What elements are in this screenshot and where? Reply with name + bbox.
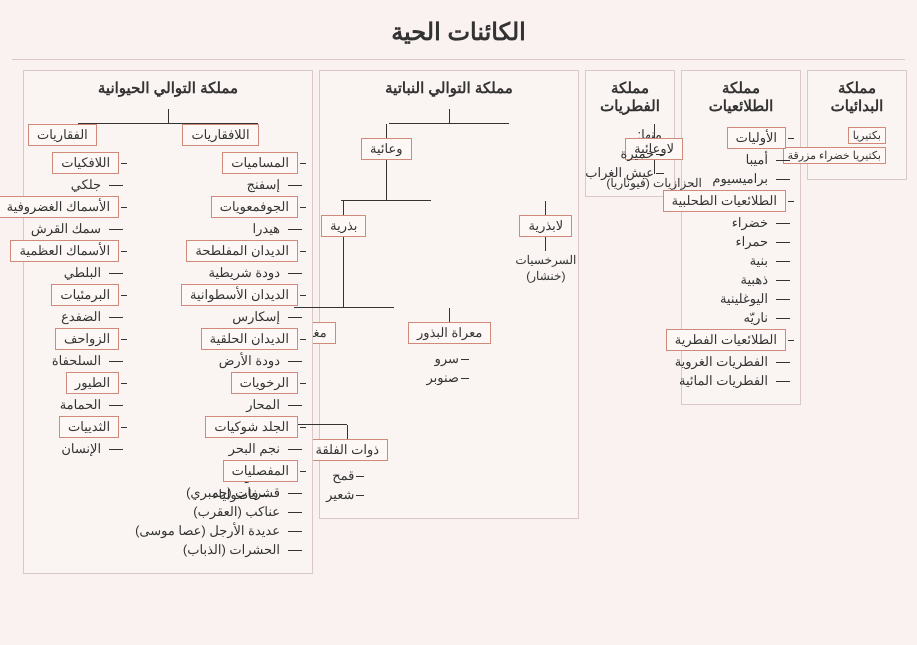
animal-group: الديدان الحلقية دودة الأرض (135, 328, 306, 369)
item-mushroom: عيش الغراب (585, 165, 654, 181)
item: ناريّه (744, 310, 768, 326)
group-title: البرمئيات (51, 284, 119, 306)
item: حمراء (736, 234, 768, 250)
kingdom-animalia: مملكة التوالي الحيوانية اللافقاريات المس… (23, 70, 313, 574)
kingdom-plantae: مملكة التوالي النباتية لاوعائية الحزازيا… (319, 70, 579, 519)
group-title: المفصليات (223, 460, 298, 482)
protista-group-algae: الطلائعيات الطحلبية خضراء حمراء بنية ذهب… (688, 190, 794, 326)
animal-group: الرخويات المحار (135, 372, 306, 413)
item: خضراء (732, 215, 768, 231)
item: براميسيوم (712, 171, 768, 187)
gymno-title: معراة البذور (408, 322, 491, 344)
item: الفطريات المائية (679, 373, 768, 389)
animal-group: الأسماك العظمية البلطي (0, 240, 127, 281)
group-title: الأوليات (727, 127, 786, 149)
vertebrates-col: الفقاريات اللافكيات جلكي الأسماك الغضروفية… (0, 124, 127, 561)
group-title: الرخويات (231, 372, 298, 394)
item: جلكي (71, 177, 101, 193)
item: هيدرا (253, 221, 281, 237)
kingdom-prokaryota: مملكة البدائيات بكتيريا بكتيريا خضراء مز… (807, 70, 907, 180)
vascular-title: وعائية (361, 138, 412, 160)
item: عناكب (العقرب) (193, 504, 280, 520)
group-title: الأسماك العظمية (10, 240, 119, 262)
animal-group: الأسماك الغضروفية سمك القرش (0, 196, 127, 237)
group-title: الطلائعيات الطحلبية (663, 190, 786, 212)
item: أميبا (746, 152, 768, 168)
kingdoms-row: مملكة البدائيات بكتيريا بكتيريا خضراء مز… (0, 70, 917, 594)
group-title: الطلائعيات الفطرية (666, 329, 786, 351)
item: البلطي (64, 265, 101, 281)
animal-group: المساميات إسفنج (135, 152, 306, 193)
item: إسفنج (247, 177, 280, 193)
item: الحمامة (60, 397, 101, 413)
group-title: اللافكيات (52, 152, 119, 174)
animal-group: اللافكيات جلكي (0, 152, 127, 193)
item: الضفدع (61, 309, 101, 325)
protista-group-protozoa: الأوليات أميبا براميسيوم (688, 127, 794, 187)
animal-group: الديدان الأسطوانية إسكارس (135, 284, 306, 325)
item-yeast: خميرة (621, 146, 654, 162)
item: قمح (332, 468, 354, 484)
animal-group: البرمئيات الضفدع (0, 284, 127, 325)
kingdom-title: مملكة الفطريات (592, 79, 668, 115)
vertebrates-title: الفقاريات (28, 124, 97, 146)
seedless-example2: (خنشار) (526, 269, 565, 283)
item: الحشرات (الذباب) (183, 542, 280, 558)
kingdom-title: مملكة التوالي الحيوانية (30, 79, 306, 97)
item: قشريات (جمبري) (186, 485, 280, 501)
animal-group: الطيور الحمامة (0, 372, 127, 413)
seed-title: بذرية (321, 215, 366, 237)
plant-tree: لاوعائية الحزازيات (فيوناريا) وعائية لاب… (326, 109, 572, 506)
item: سمك القرش (31, 221, 101, 237)
item: السلحفاة (52, 353, 101, 369)
item: ذهبية (741, 272, 768, 288)
protista-group-fungal: الطلائعيات الفطرية الفطريات الغروية الفط… (688, 329, 794, 389)
item-cyanobacteria: بكتيريا خضراء مزرقة (783, 147, 886, 164)
item: الإنسان (61, 441, 101, 457)
group-title: الديدان المفلطحة (186, 240, 298, 262)
prokaryota-list: بكتيريا بكتيريا خضراء مزرقة (814, 127, 896, 164)
group-title: الجلد شوكيات (205, 416, 298, 438)
item: دودة شريطية (208, 265, 280, 281)
item: بنية (750, 253, 768, 269)
animal-group: الزواحف السلحفاة (0, 328, 127, 369)
item: اليوغلينية (720, 291, 768, 307)
kingdom-title: مملكة التوالي النباتية (326, 79, 572, 97)
group-title: الديدان الأسطوانية (181, 284, 298, 306)
invertebrates-col: اللافقاريات المساميات إسفنج الجوفمعويات هيد… (135, 124, 306, 561)
animal-columns: اللافقاريات المساميات إسفنج الجوفمعويات هيد… (30, 124, 306, 561)
kingdom-protista: مملكة الطلائعيات الأوليات أميبا براميسيو… (681, 70, 801, 405)
item: عديدة الأرجل (عصا موسى) (135, 523, 280, 539)
group-title: الديدان الحلقية (201, 328, 298, 350)
item: شعير (326, 487, 354, 503)
item: صنوبر (426, 370, 458, 386)
group-title: الجوفمعويات (211, 196, 298, 218)
animal-group: المفصليات قشريات (جمبري) عناكب (العقرب) عدي… (135, 460, 306, 558)
seedless-example: السرخسيات (515, 253, 576, 267)
group-title: الأسماك الغضروفية (0, 196, 119, 218)
gymno-title-text: معراة البذور (417, 325, 482, 341)
animal-group: الديدان المفلطحة دودة شريطية (135, 240, 306, 281)
invertebrates-title: اللافقاريات (182, 124, 258, 146)
item-bacteria: بكتيريا (848, 127, 886, 144)
item: المحار (246, 397, 280, 413)
item: الفطريات الغروية (675, 354, 768, 370)
page-title: الكائنات الحية (12, 0, 905, 60)
group-title: المساميات (222, 152, 298, 174)
group-title: الطيور (66, 372, 119, 394)
kingdom-title: مملكة البدائيات (814, 79, 900, 115)
group-title: الزواحف (55, 328, 119, 350)
mono-title: ذوات الفلقة (306, 439, 388, 461)
item: سرو (435, 351, 459, 367)
item: دودة الأرض (219, 353, 280, 369)
group-title: الثدييات (59, 416, 119, 438)
animal-group: الجلد شوكيات نجم البحر (135, 416, 306, 457)
kingdom-title: مملكة الطلائعيات (688, 79, 794, 115)
item: نجم البحر (229, 441, 280, 457)
animal-group: الجوفمعويات هيدرا (135, 196, 306, 237)
seedless-title: لابذرية (519, 215, 572, 237)
animal-group: الثدييات الإنسان (0, 416, 127, 457)
item: إسكارس (232, 309, 280, 325)
